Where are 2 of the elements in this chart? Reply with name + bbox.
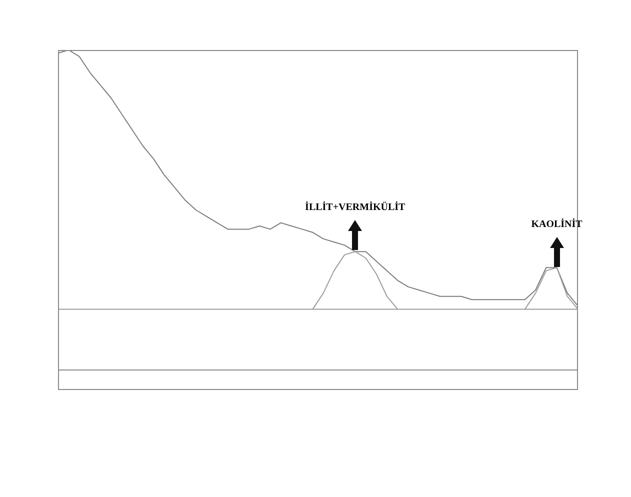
annotation: İLLİT+VERMİKÜLİT bbox=[304, 202, 406, 214]
annotation: KAOLİNİT bbox=[530, 219, 584, 230]
